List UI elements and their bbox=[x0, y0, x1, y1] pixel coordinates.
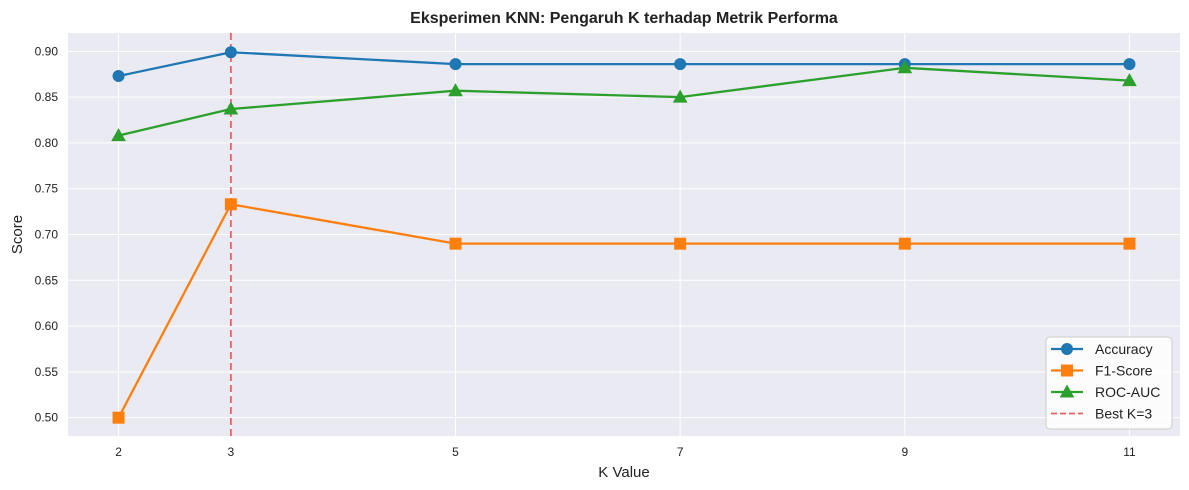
data-point bbox=[1122, 73, 1137, 87]
data-point bbox=[674, 58, 687, 71]
y-tick-label: 0.50 bbox=[35, 411, 59, 425]
data-point bbox=[448, 83, 463, 97]
legend-item: F1-Score bbox=[1051, 363, 1153, 379]
y-ticks: 0.50 0.55 0.60 0.65 0.70 0.75 0.80 0.85 0.90 bbox=[35, 44, 59, 424]
x-axis-label: K Value bbox=[598, 464, 649, 481]
series-roc-auc bbox=[111, 60, 1137, 142]
legend-box bbox=[1045, 336, 1173, 430]
y-tick-label: 0.85 bbox=[35, 90, 59, 104]
data-point bbox=[897, 60, 913, 74]
x-tick-label: 9 bbox=[901, 445, 908, 459]
series-line bbox=[117, 203, 1130, 419]
data-point bbox=[898, 237, 911, 250]
data-point bbox=[111, 128, 126, 142]
x-tick-label: 3 bbox=[228, 445, 235, 459]
legend-marker bbox=[1061, 343, 1073, 355]
legend-item: Best K=3 bbox=[1051, 406, 1152, 422]
y-tick-label: 0.70 bbox=[35, 228, 59, 242]
legend-label: Accuracy bbox=[1095, 341, 1153, 357]
series-line bbox=[118, 51, 1130, 78]
series-line bbox=[118, 66, 1130, 137]
legend-marker bbox=[1061, 364, 1073, 377]
x-tick-label: 2 bbox=[115, 445, 122, 459]
legend-item: ROC-AUC bbox=[1051, 384, 1160, 400]
y-tick-label: 0.75 bbox=[35, 182, 59, 196]
x-ticks: 2 3 5 7 9 11 bbox=[115, 445, 1136, 459]
legend: Accuracy F1-Score ROC-AUC Best K=3 bbox=[1045, 336, 1173, 430]
legend-label: Best K=3 bbox=[1095, 406, 1152, 422]
y-tick-label: 0.90 bbox=[35, 44, 59, 58]
legend-item: Accuracy bbox=[1051, 341, 1153, 357]
data-point bbox=[449, 237, 462, 250]
data-point bbox=[224, 198, 237, 211]
x-tick-label: 7 bbox=[677, 445, 684, 459]
data-point bbox=[672, 89, 688, 103]
data-point bbox=[112, 70, 125, 83]
series-accuracy bbox=[112, 46, 1136, 83]
data-point bbox=[223, 101, 239, 115]
x-tick-label: 11 bbox=[1123, 445, 1136, 459]
data-point bbox=[1123, 237, 1136, 250]
y-tick-label: 0.55 bbox=[35, 365, 59, 379]
chart-title: Eksperimen KNN: Pengaruh K terhadap Metr… bbox=[410, 10, 838, 27]
legend-label: ROC-AUC bbox=[1095, 384, 1160, 400]
legend-label: F1-Score bbox=[1095, 363, 1153, 379]
y-tick-label: 0.65 bbox=[35, 273, 59, 287]
legend-marker bbox=[1059, 384, 1075, 398]
y-tick-label: 0.80 bbox=[35, 136, 59, 150]
data-point bbox=[224, 46, 237, 59]
data-point bbox=[112, 411, 125, 424]
y-axis-label: Score bbox=[9, 215, 26, 254]
x-tick-label: 5 bbox=[452, 445, 459, 459]
data-point bbox=[1123, 58, 1136, 71]
series-f1-score bbox=[112, 198, 1136, 424]
data-point bbox=[674, 237, 687, 250]
series-layer bbox=[111, 46, 1137, 424]
y-tick-label: 0.60 bbox=[35, 319, 59, 333]
data-point bbox=[449, 58, 462, 71]
